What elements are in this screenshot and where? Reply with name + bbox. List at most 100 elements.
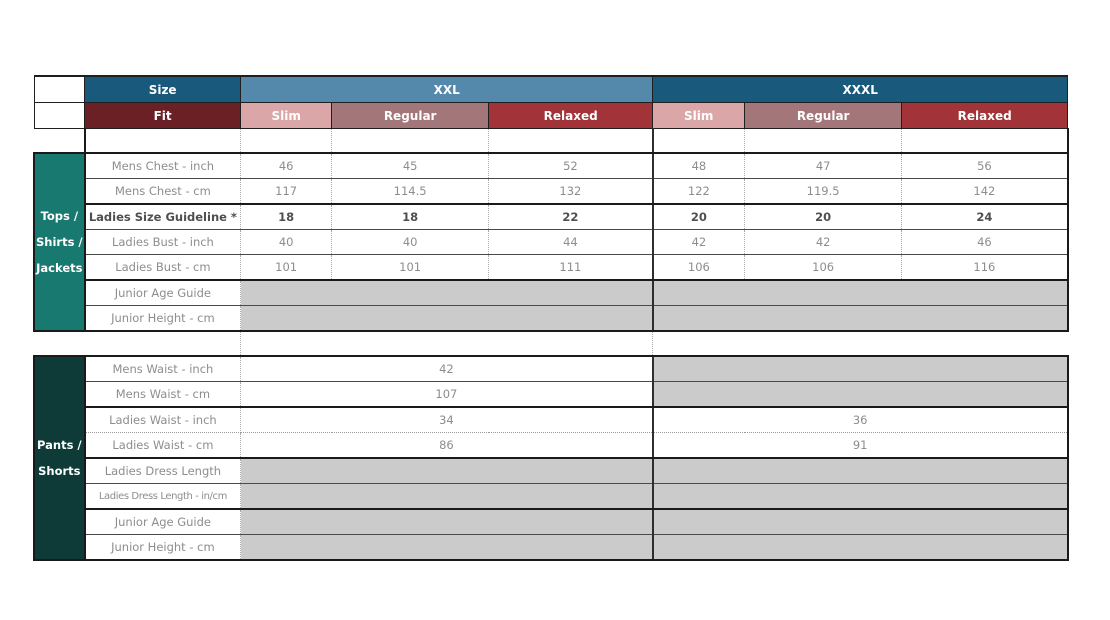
value-cell: 132 [488, 178, 654, 205]
row-label: Mens Chest - inch [83, 153, 242, 179]
fit-slim-xxl: Slim [240, 102, 333, 129]
row-label: Ladies Bust - inch [83, 229, 242, 255]
value-cell: 122 [651, 178, 746, 205]
table-row: Ladies Size Guideline * 18 18 22 20 20 2… [34, 204, 1069, 230]
row-label: Mens Waist - inch [83, 355, 242, 382]
row-label: Junior Age Guide [83, 280, 242, 306]
value-cell-xxl: 34 [240, 407, 654, 433]
row-label: Ladies Waist - inch [83, 407, 242, 433]
empty-cell-xxl [240, 458, 654, 484]
value-cell-xxl: 42 [240, 355, 654, 382]
value-cell: 114.5 [331, 178, 490, 205]
empty-cell-xxxl [651, 534, 1069, 561]
value-cell: 20 [651, 204, 746, 230]
section-label-pants: Pants / Shorts [33, 355, 86, 561]
section-gap-row [34, 331, 1068, 356]
fit-relaxed-xxl: Relaxed [488, 102, 654, 129]
size-chart-table: Size XXL XXXL Fit Slim Regular Relaxed S… [33, 75, 1069, 561]
table-row: Junior Age Guide [34, 280, 1069, 306]
empty-cell-xxxl [651, 280, 1069, 306]
empty-cell-xxl [240, 305, 654, 332]
fit-header-cell: Fit [84, 102, 242, 129]
table-row: Ladies Dress Length - in/cm [34, 483, 1069, 510]
value-cell: 101 [331, 254, 490, 281]
value-cell: 18 [240, 204, 333, 230]
value-cell: 47 [744, 153, 903, 179]
table-row: Ladies Waist - inch 34 36 [34, 407, 1069, 433]
value-cell: 40 [240, 229, 333, 255]
value-cell: 106 [651, 254, 746, 281]
empty-cell-xxxl [651, 509, 1069, 535]
value-cell: 56 [901, 153, 1069, 179]
row-label: Ladies Waist - cm [83, 432, 242, 459]
fit-header-row: Fit Slim Regular Relaxed Slim Regular Re… [33, 102, 1069, 129]
side-spacer [33, 102, 86, 129]
table-row: Ladies Waist - cm 86 91 [34, 432, 1069, 459]
empty-cell-xxl [240, 509, 654, 535]
empty-cell-xxxl [651, 483, 1069, 510]
empty-cell-xxl [240, 280, 654, 306]
empty-cell-xxxl [651, 355, 1069, 382]
value-cell: 45 [331, 153, 490, 179]
group-header-xxl: XXL [240, 75, 654, 103]
value-cell: 106 [744, 254, 903, 281]
empty-cell-xxxl [651, 458, 1069, 484]
size-chart: Size XXL XXXL Fit Slim Regular Relaxed S… [33, 75, 1069, 561]
empty-cell-xxxl [651, 305, 1069, 332]
fit-regular-xxl: Regular [331, 102, 490, 129]
table-row: Mens Waist - cm 107 [34, 381, 1069, 408]
value-cell: 46 [901, 229, 1069, 255]
value-cell: 111 [488, 254, 654, 281]
row-label: Junior Height - cm [83, 305, 242, 332]
value-cell: 22 [488, 204, 654, 230]
table-row: Tops / Shirts / Jackets Mens Chest - inc… [33, 152, 1069, 332]
fit-regular-xxxl: Regular [744, 102, 903, 129]
row-label: Mens Chest - cm [83, 178, 242, 205]
value-cell: 42 [651, 229, 746, 255]
side-spacer [34, 128, 85, 154]
table-row: Ladies Bust - cm 101 101 111 106 106 116 [34, 254, 1069, 281]
empty-cell-xxl [240, 534, 654, 561]
value-cell: 116 [901, 254, 1069, 281]
group-header-xxxl: XXXL [652, 75, 1069, 103]
value-cell: 44 [488, 229, 654, 255]
value-cell: 18 [331, 204, 490, 230]
row-label: Ladies Dress Length [83, 458, 242, 484]
value-cell-xxxl: 91 [651, 432, 1069, 459]
row-label: Ladies Dress Length - in/cm [83, 483, 242, 510]
value-cell-xxl: 107 [240, 381, 654, 408]
size-header-cell: Size [84, 75, 242, 103]
value-cell: 52 [488, 153, 654, 179]
value-cell: 40 [331, 229, 490, 255]
row-label: Junior Age Guide [83, 509, 242, 535]
value-cell: 119.5 [744, 178, 903, 205]
fit-relaxed-xxxl: Relaxed [901, 102, 1069, 129]
value-cell: 101 [240, 254, 333, 281]
value-cell: 46 [240, 153, 333, 179]
table-row: Junior Height - cm [34, 305, 1069, 332]
side-spacer [33, 75, 86, 103]
value-cell: 42 [744, 229, 903, 255]
table-row: Pants / Shorts Mens Waist - inch 42 [33, 355, 1069, 561]
value-cell: 24 [901, 204, 1069, 230]
row-label: Ladies Bust - cm [83, 254, 242, 281]
spacer-row [34, 128, 1069, 154]
value-cell-xxxl: 36 [651, 407, 1069, 433]
table-row: Junior Age Guide [34, 509, 1069, 535]
section-label-tops: Tops / Shirts / Jackets [33, 152, 86, 332]
table-row: Mens Chest - cm 117 114.5 132 122 119.5 … [34, 178, 1069, 205]
table-row: Ladies Bust - inch 40 40 44 42 42 46 [34, 229, 1069, 255]
empty-cell-xxxl [651, 381, 1069, 408]
empty-cell-xxl [240, 483, 654, 510]
row-label: Junior Height - cm [83, 534, 242, 561]
table-row: Ladies Dress Length [34, 458, 1069, 484]
value-cell: 20 [744, 204, 903, 230]
row-label: Ladies Size Guideline * [83, 204, 242, 230]
row-label: Mens Waist - cm [83, 381, 242, 408]
value-cell-xxl: 86 [240, 432, 654, 459]
size-header-row: Size XXL XXXL [33, 75, 1069, 103]
fit-slim-xxxl: Slim [652, 102, 746, 129]
table-row: Junior Height - cm [34, 534, 1069, 561]
value-cell: 117 [240, 178, 333, 205]
value-cell: 142 [901, 178, 1069, 205]
